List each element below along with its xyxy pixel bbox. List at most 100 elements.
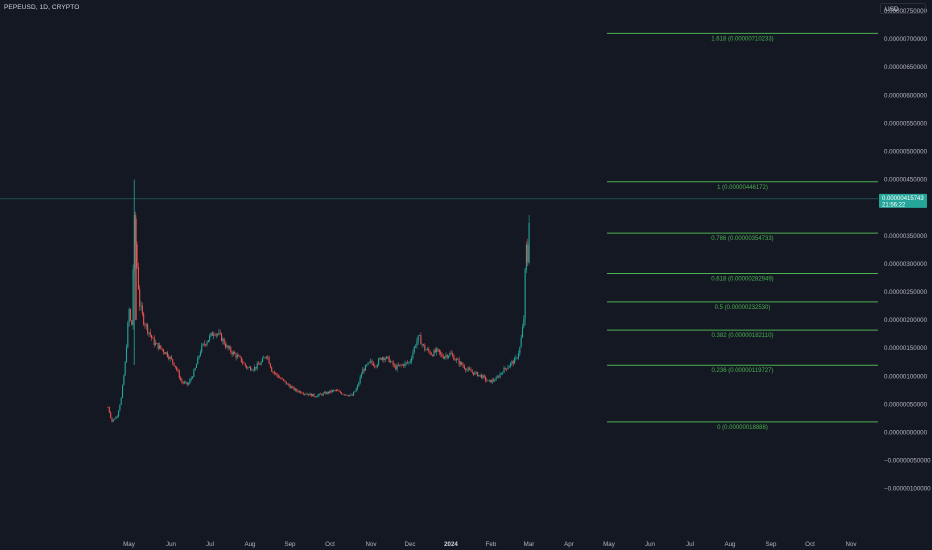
candle-body: [442, 356, 444, 359]
candle-body: [326, 391, 328, 395]
candle-body: [115, 416, 117, 419]
candle-body: [108, 407, 110, 413]
candle-body: [372, 363, 374, 366]
candle-body: [143, 313, 145, 325]
candle-body: [271, 367, 273, 372]
candle-body: [471, 371, 473, 373]
candle-body: [330, 390, 332, 393]
candle-body: [136, 244, 138, 268]
candle-body: [358, 382, 360, 386]
candle-body: [283, 379, 285, 381]
y-tick-label: 0.00000000000: [884, 430, 928, 437]
candle-body: [214, 334, 216, 336]
currency-selector[interactable]: USD: [880, 3, 926, 14]
candle-body: [121, 385, 124, 398]
candle-body: [269, 363, 271, 368]
candle-body: [396, 365, 398, 370]
candlestick-series: [107, 179, 530, 423]
candle-body: [180, 377, 182, 380]
candle-body: [304, 393, 306, 395]
candle-body: [166, 352, 168, 357]
candle-body: [206, 342, 208, 345]
x-tick-label: Jun: [645, 541, 656, 548]
candle-body: [268, 356, 270, 364]
x-tick-label: Nov: [365, 541, 377, 548]
candle-body: [352, 392, 355, 396]
candle-body: [298, 391, 300, 393]
candle-body: [284, 380, 286, 382]
candle-body: [453, 355, 455, 361]
candle-body: [382, 357, 384, 360]
candle-body: [407, 362, 409, 364]
x-tick-label: May: [123, 541, 136, 548]
candle-body: [482, 375, 484, 378]
candle-body: [325, 392, 327, 395]
current-price-tag[interactable]: [879, 193, 927, 208]
candle-body: [294, 389, 297, 391]
candle-body: [495, 377, 497, 381]
candle-body: [286, 383, 289, 385]
candle-body: [434, 350, 436, 353]
candle-body: [524, 269, 526, 319]
candle-body: [424, 345, 426, 350]
candle-body: [285, 381, 287, 385]
fib-level-label: 0.236 (0.00000119727): [712, 368, 774, 374]
fibonacci-retracement[interactable]: 1.618 (0.00000710233) 1 (0.00000446172) 0.…: [607, 32, 878, 431]
candle-body: [510, 363, 512, 367]
candle-body: [302, 393, 304, 395]
candle-body: [420, 335, 422, 345]
candle-body: [457, 359, 459, 360]
candle-body: [165, 352, 167, 354]
candle-body: [454, 360, 456, 361]
y-tick-label: 0.00000700000: [884, 36, 928, 43]
time-axis[interactable]: May Jun Jul Aug Sep Oct Nov Dec 2024 Feb Mar Apr May…: [123, 541, 857, 548]
candle-body: [114, 418, 116, 420]
candle-body: [379, 358, 381, 360]
candle-body: [195, 364, 198, 368]
x-tick-label: Feb: [486, 541, 497, 548]
candle-body: [128, 309, 130, 323]
candle-body: [461, 362, 463, 365]
candle-body: [317, 395, 319, 397]
candle-body: [168, 356, 170, 359]
candle-body: [297, 390, 299, 393]
candle-body: [261, 358, 264, 362]
candle-body: [491, 379, 493, 383]
candle-body: [313, 393, 315, 397]
candle-body: [502, 372, 504, 374]
candle-body: [469, 368, 471, 370]
candle-body: [246, 365, 248, 369]
x-tick-label: Jul: [206, 541, 214, 548]
candle-body: [151, 335, 153, 338]
candle-body: [174, 365, 176, 368]
candle-body: [515, 357, 517, 359]
candle-body: [263, 357, 265, 359]
candle-body: [354, 391, 356, 393]
candle-body: [333, 390, 335, 391]
candle-body: [378, 359, 380, 365]
candle-body: [339, 391, 341, 393]
candle-body: [227, 345, 229, 349]
candle-body: [322, 393, 324, 396]
candle-body: [318, 393, 320, 396]
candle-body: [309, 393, 311, 396]
candle-body: [479, 374, 481, 376]
price-axis[interactable]: 0.00000750000 0.00000700000 0.00000650000 0…: [884, 8, 931, 493]
candle-body: [226, 345, 228, 348]
candle-body: [504, 367, 506, 369]
symbol-title[interactable]: PEPEUSD, 1D, CRYPTO: [4, 4, 80, 11]
candle-body: [516, 357, 518, 359]
x-tick-label: Dec: [404, 541, 415, 548]
candle-body: [498, 376, 500, 378]
candle-body: [519, 347, 521, 354]
x-tick-label: Oct: [325, 541, 335, 548]
candle-body: [187, 383, 190, 385]
candle-body: [234, 352, 236, 354]
candle-body: [161, 348, 163, 350]
candle-body: [193, 370, 195, 377]
candle-body: [232, 352, 234, 355]
candle-body: [521, 327, 524, 338]
candle-body: [239, 356, 241, 358]
fib-level-label: 0.5 (0.00000232530): [715, 305, 771, 311]
